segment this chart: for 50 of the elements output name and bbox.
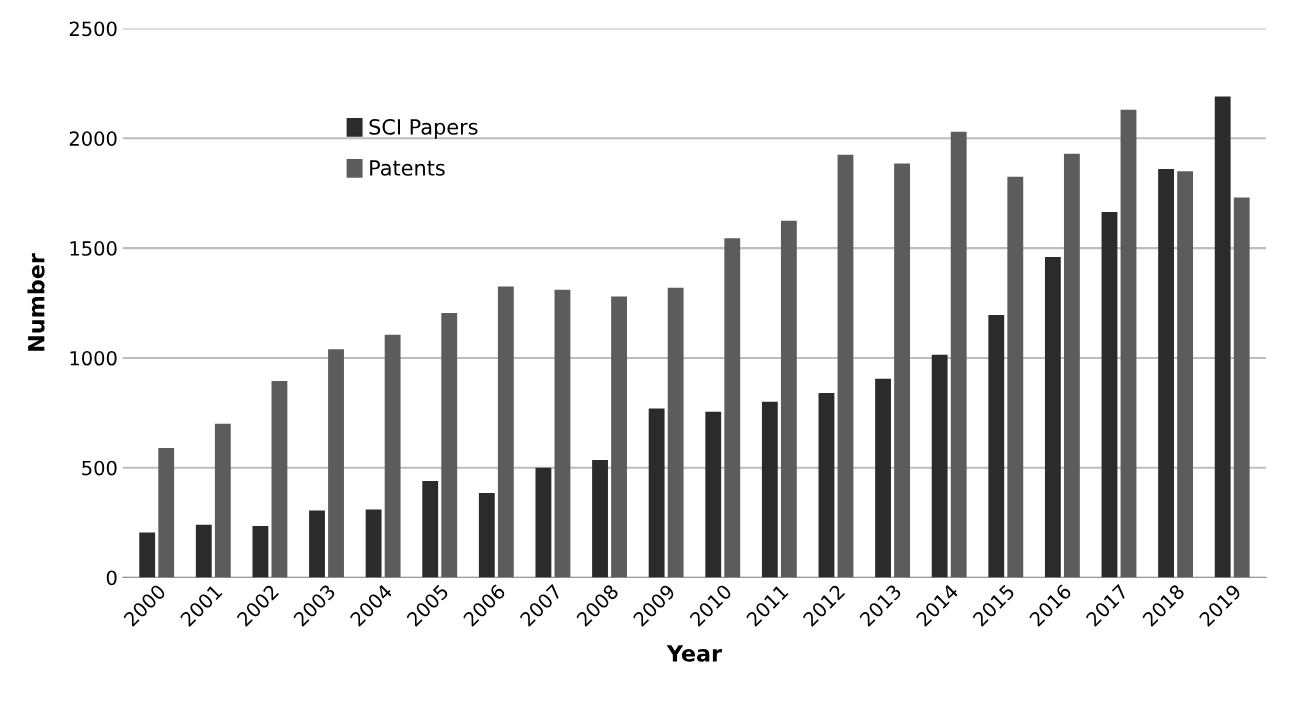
- bar: [875, 378, 891, 578]
- bar: [1063, 153, 1080, 578]
- bar: [648, 408, 665, 578]
- bar: [441, 312, 458, 578]
- bar: [1120, 109, 1137, 578]
- bar: [1101, 211, 1118, 578]
- y-tick-label: 1000: [70, 350, 117, 366]
- y-tick-label: 2500: [69, 21, 117, 37]
- bar: [252, 525, 269, 578]
- bar: [931, 354, 948, 578]
- bar: [1214, 96, 1231, 578]
- y-tick-label: 1500: [70, 241, 117, 256]
- bar: [950, 131, 967, 578]
- bar: [611, 296, 627, 578]
- bar: [780, 220, 797, 578]
- bar: [271, 380, 288, 578]
- y-tick-label: 500: [82, 460, 117, 476]
- y-tick-label: 0: [106, 570, 117, 586]
- bar: [384, 334, 401, 578]
- bar: [214, 423, 231, 578]
- bar: [195, 524, 212, 578]
- bar: [365, 509, 382, 578]
- bar: [894, 163, 910, 578]
- bar: [592, 460, 608, 578]
- bar: [139, 532, 156, 578]
- bar: [158, 447, 175, 578]
- bar: [667, 287, 684, 578]
- bar: [1233, 197, 1250, 578]
- bar: [705, 411, 722, 578]
- y-axis-title: Number: [27, 253, 45, 351]
- bar: [328, 349, 344, 578]
- bar: [988, 315, 1005, 578]
- bar: [761, 401, 778, 578]
- bar: [724, 238, 741, 578]
- bar: [478, 492, 495, 578]
- bar: [837, 154, 854, 578]
- bar: [422, 480, 439, 578]
- bar: [497, 286, 514, 578]
- bar: [818, 393, 835, 578]
- bar: [1177, 171, 1194, 578]
- x-axis-title: Year: [666, 645, 722, 662]
- bar: [1158, 169, 1175, 578]
- legend-label: Patents: [370, 160, 445, 176]
- bar: [1007, 176, 1024, 578]
- legend-label: SCI Papers: [369, 119, 478, 139]
- bar: [535, 467, 552, 578]
- y-tick-label: 2000: [69, 131, 117, 146]
- bar: [554, 289, 571, 578]
- bar: [1044, 256, 1061, 578]
- bar: [309, 510, 325, 578]
